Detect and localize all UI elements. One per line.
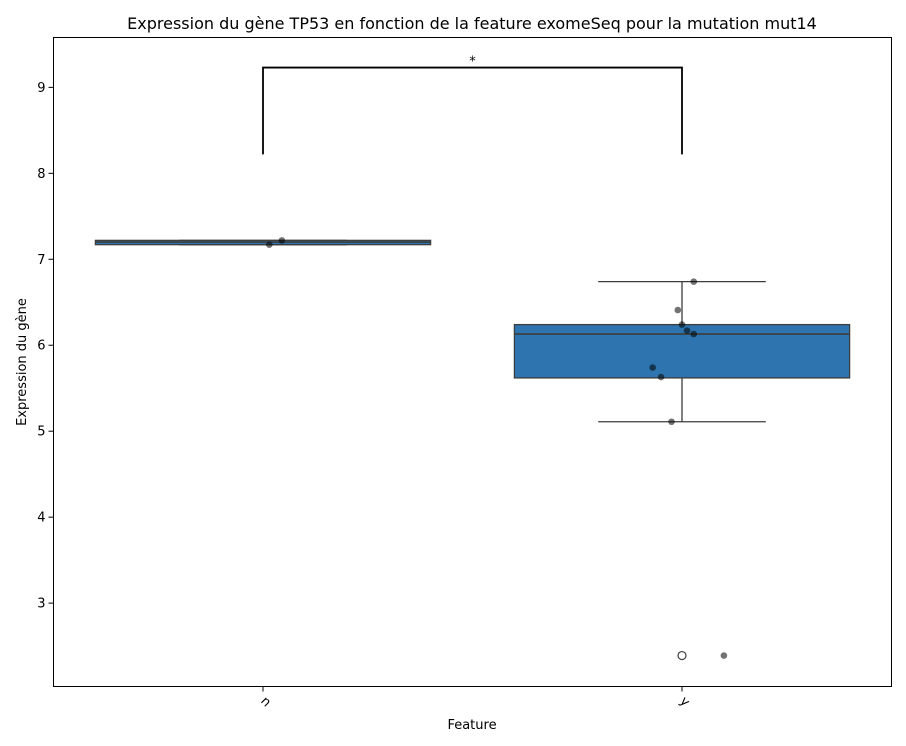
y-axis: 3 4 5 6 7 8 9 [37,81,54,612]
data-point [278,237,286,244]
y-tick-label: 9 [37,81,45,96]
y-tick-label: 5 [37,425,45,440]
data-point [678,321,686,328]
x-tick-label-n: n [257,694,273,710]
data-point [690,278,698,285]
data-point [683,327,691,334]
box-group-n [94,237,432,248]
y-tick-label: 3 [37,597,45,612]
plot-area: * [94,55,851,661]
y-tick-label: 7 [37,253,45,268]
data-point [690,330,698,338]
data-point [265,241,273,248]
plot-frame [53,37,892,687]
data-point [720,652,728,659]
chart-title: Expression du gène TP53 en fonction de l… [127,14,817,33]
box-y [513,323,851,379]
y-tick-label: 6 [37,339,45,354]
x-axis-label: Feature [447,718,496,733]
data-point [649,364,656,371]
y-tick-label: 4 [37,511,45,526]
box-group-y [513,278,851,661]
data-point [668,418,675,426]
y-axis-label: Expression du gène [15,298,30,426]
outlier-marker [677,650,687,661]
data-point [657,373,665,381]
significance-bracket [262,66,683,155]
y-tick-label: 8 [37,167,45,182]
x-tick-label-y: y [676,694,692,710]
significance-label: * [469,55,476,70]
data-point [674,306,682,314]
